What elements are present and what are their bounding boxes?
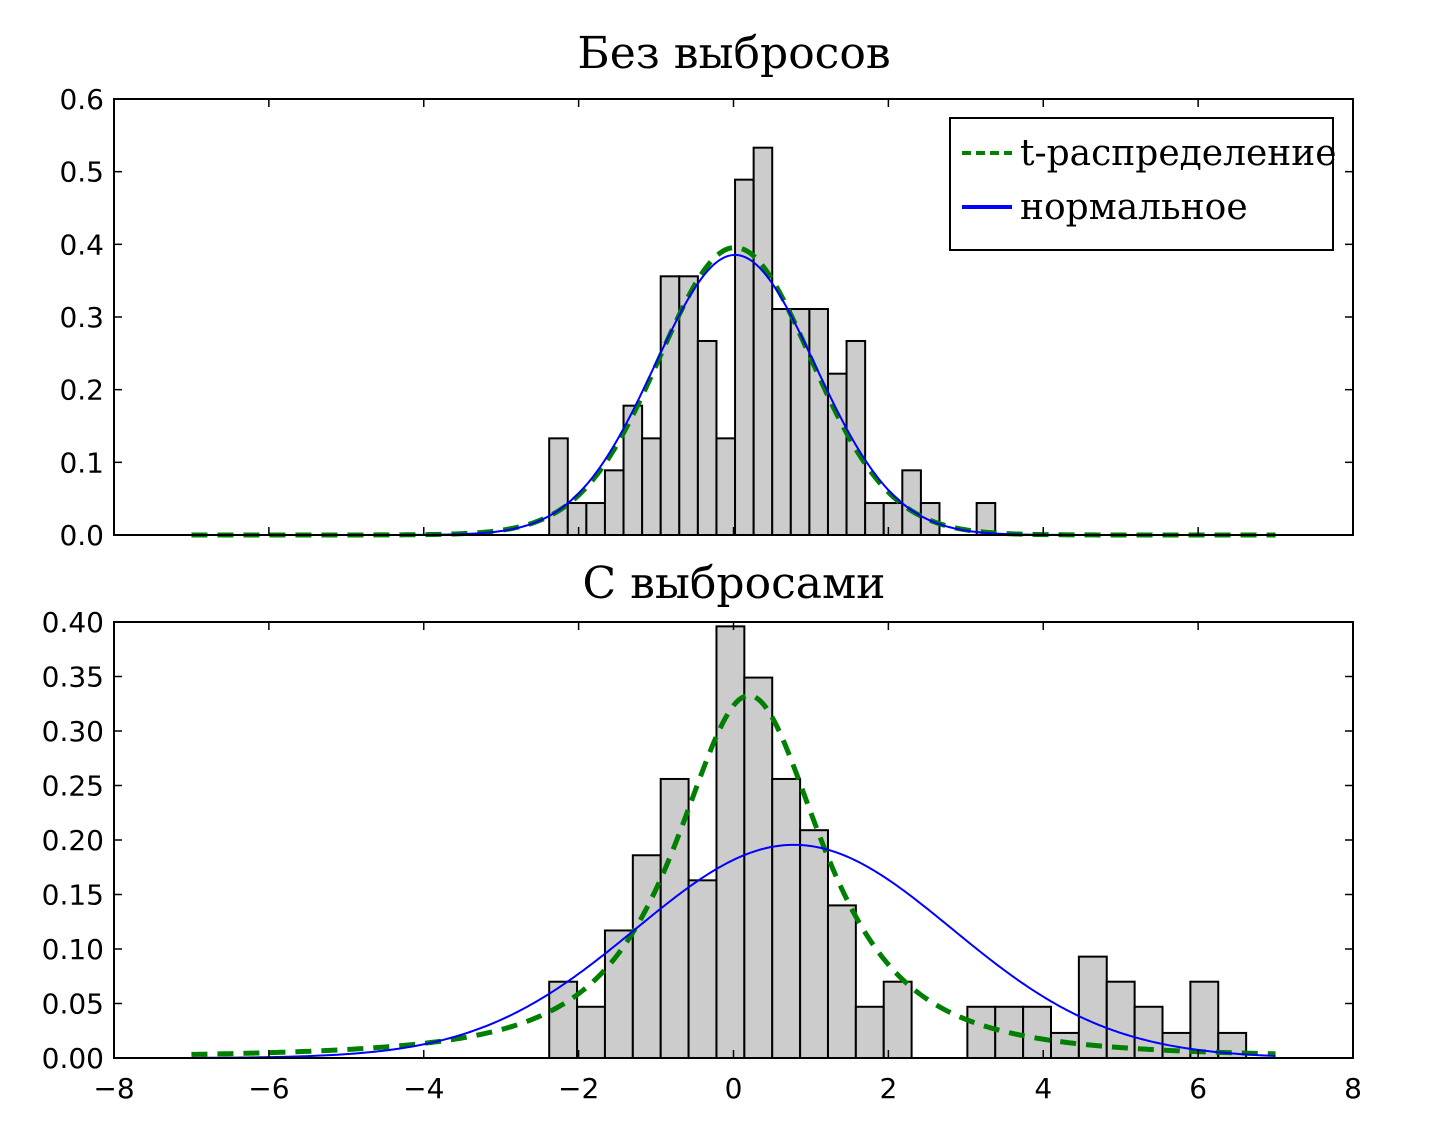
histogram-bar bbox=[678, 275, 699, 536]
y-tick-label: 0.15 bbox=[42, 879, 104, 912]
histogram-bar bbox=[808, 308, 829, 536]
x-axis: −8 −6 −4 −2 0 2 4 6 8 bbox=[93, 622, 1362, 1105]
histogram-bar bbox=[864, 502, 885, 537]
histogram-bar bbox=[826, 904, 857, 1060]
y-tick-label: 0.10 bbox=[42, 933, 104, 966]
y-tick-label: 0.2 bbox=[59, 374, 104, 407]
histogram-bar bbox=[854, 1005, 885, 1060]
histogram-bar bbox=[1189, 980, 1220, 1060]
x-tick-label: −4 bbox=[403, 1072, 444, 1105]
y-axis: 0.00 0.05 0.10 0.15 0.20 0.25 0.30 0.35 0.40 bbox=[42, 606, 1353, 1075]
x-tick-label: 8 bbox=[1344, 1072, 1362, 1105]
y-axis: 0.0 0.1 0.2 0.3 0.4 0.5 0.6 bbox=[59, 83, 1353, 552]
normal-distribution-curve bbox=[191, 843, 1276, 1059]
y-tick-label: 0.4 bbox=[59, 228, 104, 261]
histogram-bar bbox=[752, 146, 774, 536]
y-tick-label: 0.05 bbox=[42, 988, 104, 1021]
y-tick-label: 0.6 bbox=[59, 83, 104, 116]
histogram-bars bbox=[548, 146, 997, 537]
x-tick-label: 2 bbox=[879, 1072, 897, 1105]
legend-label-normal: нормальное bbox=[1020, 187, 1248, 228]
histogram-bar bbox=[566, 502, 588, 537]
y-tick-label: 0.30 bbox=[42, 715, 104, 748]
histogram-bar bbox=[743, 676, 774, 1060]
legend-box bbox=[949, 117, 1334, 251]
histogram-bar bbox=[715, 625, 746, 1059]
histogram-bar bbox=[1022, 1005, 1052, 1060]
subplot-with-outliers: С выбросами 0.00 0.05 0.10 0.15 0.20 0.25 0.30… bbox=[42, 558, 1362, 1105]
histogram-bar bbox=[734, 178, 755, 536]
y-tick-label: 0.35 bbox=[42, 661, 104, 694]
density-curves bbox=[191, 693, 1276, 1059]
x-tick-label: 6 bbox=[1189, 1072, 1207, 1105]
y-tick-label: 0.1 bbox=[59, 446, 104, 479]
histogram-bar bbox=[548, 980, 579, 1060]
x-tick-label: −2 bbox=[558, 1072, 599, 1105]
legend: t-распределение нормальное bbox=[949, 117, 1337, 251]
histogram-bar bbox=[576, 1005, 606, 1060]
histogram-bar bbox=[882, 502, 904, 537]
x-tick-label: 0 bbox=[725, 1072, 743, 1105]
histogram-bar bbox=[696, 339, 718, 537]
y-tick-label: 0.3 bbox=[59, 301, 104, 334]
histogram-bar bbox=[799, 829, 829, 1059]
histogram-bar bbox=[585, 502, 606, 537]
y-tick-label: 0.25 bbox=[42, 770, 104, 803]
y-tick-label: 0.5 bbox=[59, 156, 104, 189]
x-tick-label: −8 bbox=[93, 1072, 134, 1105]
histogram-bars bbox=[548, 625, 1248, 1060]
histogram-bar bbox=[919, 502, 941, 537]
histogram-bar bbox=[771, 308, 792, 536]
x-tick-label: −6 bbox=[248, 1072, 289, 1105]
histogram-bar bbox=[548, 437, 569, 536]
chart-title: Без выбросов bbox=[577, 28, 890, 79]
subplot-without-outliers: Без выбросов 0.0 0.1 0.2 0.3 0.4 0.5 0.6 t-рас… bbox=[59, 28, 1354, 552]
x-axis bbox=[113, 99, 1354, 535]
histogram-bar bbox=[882, 980, 913, 1060]
histogram-bar bbox=[771, 777, 802, 1060]
chart-title: С выбросами bbox=[582, 558, 885, 609]
histogram-bar bbox=[715, 437, 737, 536]
histogram-bar bbox=[687, 879, 718, 1060]
y-tick-label: 0.00 bbox=[42, 1042, 104, 1075]
legend-label-t: t-распределение bbox=[1020, 133, 1337, 174]
t-distribution-curve bbox=[191, 693, 1276, 1057]
histogram-bar bbox=[966, 1005, 997, 1060]
y-tick-label: 0.20 bbox=[42, 824, 104, 857]
y-tick-label: 0.0 bbox=[59, 519, 104, 552]
histogram-bar bbox=[901, 469, 922, 536]
y-tick-label: 0.40 bbox=[42, 606, 104, 639]
histogram-bar bbox=[603, 469, 625, 536]
histogram-bar bbox=[641, 437, 662, 536]
x-tick-label: 4 bbox=[1034, 1072, 1052, 1105]
